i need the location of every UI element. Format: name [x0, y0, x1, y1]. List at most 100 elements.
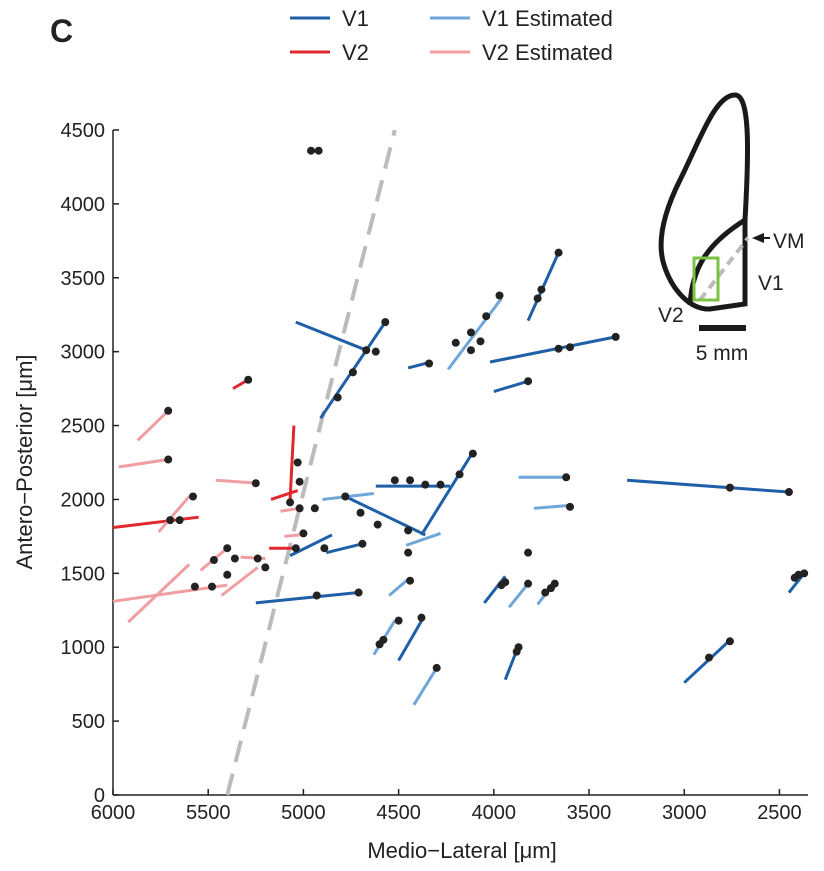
point — [244, 375, 253, 384]
point — [333, 393, 342, 402]
point — [524, 548, 533, 557]
y-tick-label: 2000 — [61, 489, 106, 511]
inset-dashed-line — [698, 236, 750, 302]
segment — [215, 478, 258, 485]
point — [164, 406, 173, 415]
point — [565, 343, 574, 352]
point — [299, 529, 308, 538]
point — [476, 337, 485, 346]
point — [253, 554, 262, 563]
point — [164, 455, 173, 464]
x-tick-label: 3000 — [662, 802, 707, 824]
point — [565, 502, 574, 511]
point — [404, 526, 413, 535]
point — [537, 285, 546, 294]
point — [175, 516, 184, 525]
point — [541, 588, 550, 597]
point — [466, 346, 475, 355]
point — [554, 248, 563, 257]
point — [314, 146, 323, 155]
point — [451, 338, 460, 347]
point — [208, 582, 217, 591]
point — [482, 312, 491, 321]
segment — [412, 667, 438, 706]
point — [209, 556, 218, 565]
y-tick-label: 2500 — [61, 416, 106, 438]
segment — [112, 515, 199, 530]
point — [533, 294, 542, 303]
point — [371, 347, 380, 356]
hemisphere-outline — [658, 92, 751, 312]
segment — [627, 478, 790, 494]
segment — [220, 566, 259, 597]
point — [468, 449, 477, 458]
segment — [118, 458, 169, 469]
x-tick-label: 4000 — [472, 802, 517, 824]
segment — [284, 533, 300, 538]
y-axis-label: Antero−Posterior [μm] — [12, 354, 37, 569]
segment — [295, 320, 367, 352]
point — [704, 653, 713, 662]
point — [546, 584, 555, 593]
point — [425, 359, 434, 368]
point — [166, 516, 175, 525]
segment — [136, 409, 170, 442]
point — [190, 582, 199, 591]
point — [524, 579, 533, 588]
point — [495, 291, 504, 300]
point — [455, 470, 464, 479]
point — [373, 520, 382, 529]
point — [466, 328, 475, 337]
inset — [658, 92, 770, 331]
y-tick-label: 1000 — [61, 637, 106, 659]
point — [524, 377, 533, 386]
x-tick-label: 6000 — [91, 802, 136, 824]
point — [404, 548, 413, 557]
inset-arrow — [752, 233, 764, 243]
point — [512, 647, 521, 656]
inset-label: VM — [773, 230, 805, 253]
point — [417, 613, 426, 622]
y-tick-label: 0 — [94, 785, 105, 807]
legend-label: V1 Estimated — [482, 6, 613, 31]
segment — [507, 582, 530, 609]
point — [354, 588, 363, 597]
inset-label: V2 — [658, 304, 684, 327]
y-tick-label: 3500 — [61, 268, 106, 290]
point — [188, 492, 197, 501]
segment — [397, 616, 425, 662]
point — [394, 616, 403, 625]
point — [794, 570, 803, 579]
point — [390, 476, 399, 485]
point — [562, 473, 571, 482]
point — [497, 581, 506, 590]
inset-roi — [692, 256, 720, 302]
point — [348, 368, 357, 377]
y-tick-label: 3000 — [61, 342, 106, 364]
legend-label: V2 Estimated — [482, 40, 613, 65]
x-tick-label: 5500 — [186, 802, 231, 824]
segment — [157, 495, 191, 533]
segment — [255, 591, 359, 605]
point — [421, 480, 430, 489]
segment — [344, 495, 426, 537]
point — [436, 480, 445, 489]
point — [320, 544, 329, 553]
point — [725, 637, 734, 646]
y-tick-label: 1500 — [61, 563, 106, 585]
point — [223, 544, 232, 553]
point — [230, 554, 239, 563]
segment — [446, 297, 503, 371]
point — [293, 458, 302, 467]
segment — [289, 533, 333, 557]
legend-label: V2 — [342, 40, 369, 65]
point — [261, 563, 270, 572]
segment — [420, 451, 475, 536]
point — [611, 332, 620, 341]
reference-line — [225, 129, 397, 796]
x-tick-label: 4500 — [376, 802, 421, 824]
point — [295, 504, 304, 513]
point — [381, 318, 390, 327]
y-tick-label: 4500 — [61, 120, 106, 142]
